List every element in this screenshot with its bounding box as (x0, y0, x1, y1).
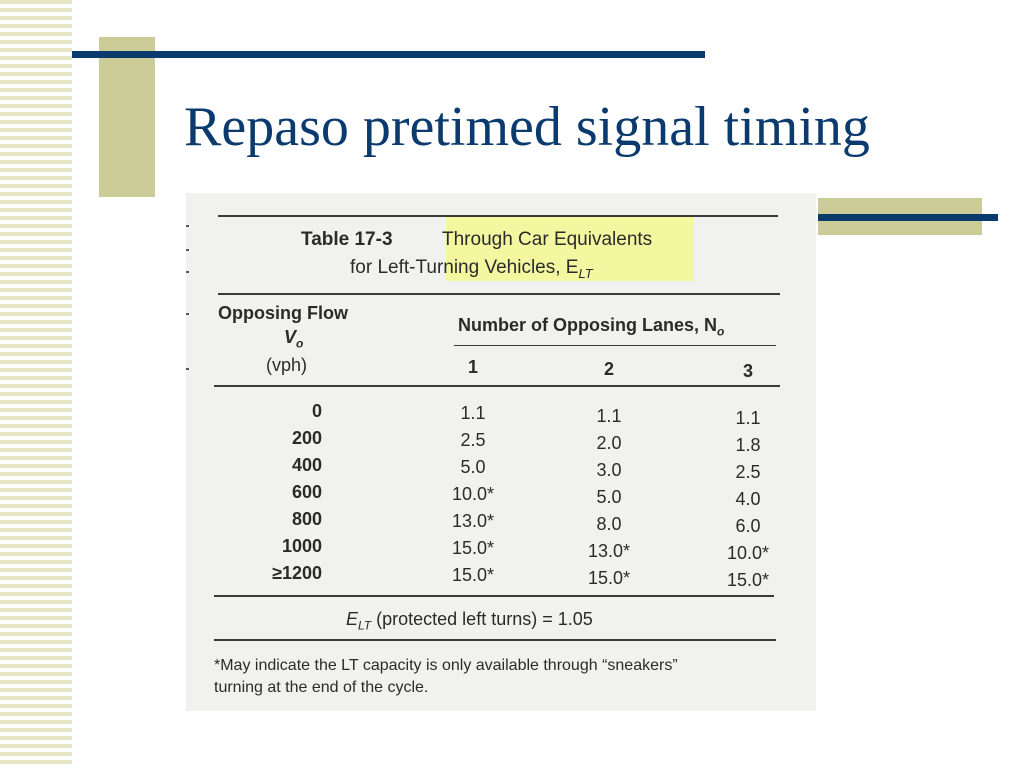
footer-rule (214, 639, 776, 641)
scan-mark (186, 368, 189, 370)
table-cell: 2.5 (460, 430, 486, 450)
flow-value: ≥1200 (272, 563, 322, 583)
footnote-line1: *May indicate the LT capacity is only av… (214, 657, 678, 674)
table-cell: 13.0* (451, 511, 495, 531)
lane-column-2: 2 (603, 359, 614, 379)
left-stripe-decoration (0, 0, 72, 768)
table-cell: 15.0* (587, 568, 631, 588)
table-number: Table 17-3 (301, 229, 393, 250)
slide-title: Repaso pretimed signal timing (184, 96, 870, 158)
flow-header-line1: Opposing Flow (218, 303, 348, 323)
top-rule-line (72, 51, 705, 58)
table-cell: 15.0* (726, 570, 770, 590)
flow-value: 800 (291, 509, 322, 529)
table-top-rule (218, 215, 778, 217)
scanned-table-image: Table 17-3 Through Car Equivalents for L… (186, 193, 816, 711)
table-cell: 5.0 (460, 457, 486, 477)
table-cell: 1.1 (735, 408, 761, 428)
left-accent-block (99, 37, 155, 197)
table-caption-line2: for Left-Turning Vehicles, ELT (350, 257, 593, 281)
table-cell: 6.0 (735, 516, 761, 536)
table-caption-line1: Through Car Equivalents (442, 229, 653, 250)
flow-header-unit: (vph) (266, 355, 308, 375)
scan-mark (186, 249, 189, 251)
scan-mark (186, 225, 189, 227)
footnote-line2: turning at the end of the cycle. (214, 679, 429, 696)
table-cell: 8.0 (596, 514, 622, 534)
caption-rule (218, 293, 780, 295)
table-cell: 1.8 (735, 435, 761, 455)
flow-header-line2: Vo (284, 327, 304, 351)
table-cell: 10.0* (451, 484, 495, 504)
table-cell: 2.0 (596, 433, 622, 453)
table-cell: 5.0 (596, 487, 622, 507)
flow-value: 0 (311, 401, 322, 421)
caption-highlight (446, 215, 694, 281)
flow-value: 200 (291, 428, 322, 448)
table-cell: 13.0* (587, 541, 631, 561)
scan-mark (186, 271, 189, 273)
right-rule-line (818, 214, 998, 221)
header-rule (214, 385, 780, 387)
lane-column-1: 1 (467, 357, 478, 377)
table-cell: 10.0* (726, 543, 770, 563)
lanes-header: Number of Opposing Lanes, No (458, 315, 725, 339)
table-cell: 1.1 (596, 406, 622, 426)
protected-left-turn-note: ELT (protected left turns) = 1.05 (346, 609, 593, 633)
flow-value: 400 (291, 455, 322, 475)
body-rule (214, 595, 774, 597)
scan-mark (186, 313, 189, 315)
table-cell: 15.0* (451, 565, 495, 585)
table-cell: 15.0* (451, 538, 495, 558)
flow-value: 1000 (281, 536, 322, 556)
lane-column-3: 3 (742, 361, 753, 381)
table-cell: 2.5 (735, 462, 761, 482)
table-cell: 3.0 (596, 460, 622, 480)
flow-value: 600 (291, 482, 322, 502)
table-cell: 1.1 (460, 403, 486, 423)
table-cell: 4.0 (735, 489, 761, 509)
lanes-header-rule (454, 345, 776, 346)
